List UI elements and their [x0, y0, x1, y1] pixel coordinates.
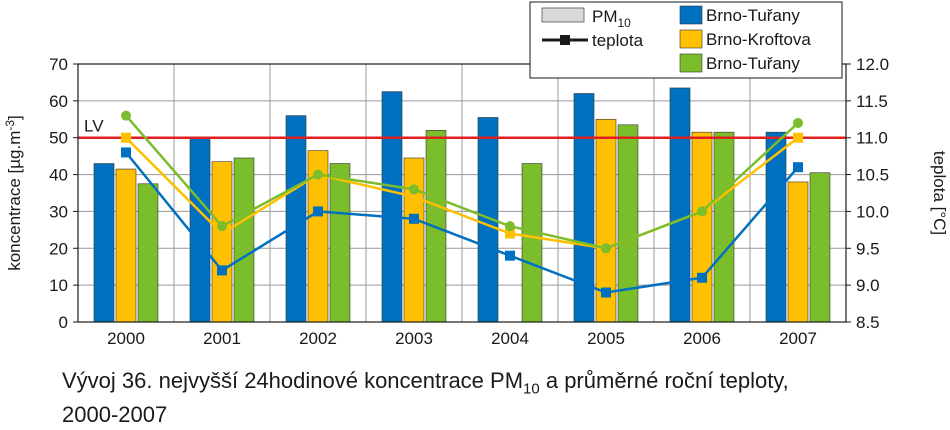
bar-2-2003 [403, 157, 425, 323]
caption-prefix: Vývoj 36. nejvyšší 24hodinové koncentrac… [62, 368, 524, 393]
legend-label-3: Brno-Tuřany [706, 54, 800, 73]
y-tick-label: 60 [49, 92, 68, 111]
temperature-point-3-2002 [313, 169, 323, 180]
temperature-line-1 [125, 151, 799, 294]
bar-1-2006 [669, 87, 691, 323]
temperature-point-1-2006 [697, 272, 707, 283]
bar-3-2001 [233, 157, 255, 323]
bar-1-2002 [285, 115, 307, 323]
y2-tick-label: 9.5 [856, 239, 880, 258]
y2-tick-label: 9.0 [856, 276, 880, 295]
legend-temp-label: teplota [592, 31, 644, 50]
bar-3-2006 [713, 131, 735, 323]
y2-tick-label: 10.0 [856, 202, 889, 221]
x-tick-label: 2000 [107, 329, 145, 348]
y-tick-label: 50 [49, 129, 68, 148]
bar-2-2007 [787, 181, 809, 323]
y2-tick-label: 11.5 [856, 92, 888, 111]
bar-2-2006 [691, 131, 713, 323]
temperature-point-1-2004 [505, 250, 515, 261]
temperature-point-2-2000 [121, 132, 131, 143]
y2-tick-label: 11.0 [856, 129, 888, 148]
legend-pm-swatch [541, 7, 585, 23]
legend-label-1: Brno-Tuřany [706, 6, 800, 25]
bar-3-2007 [809, 172, 831, 323]
legend-pm-label: PM10 [592, 7, 631, 30]
temperature-point-1-2001 [217, 265, 227, 276]
temperature-point-3-2003 [409, 184, 419, 195]
x-tick-label: 2004 [491, 329, 529, 348]
y-axis-label: koncentrace [µg.m-3] [3, 115, 24, 271]
caption-subscript: 10 [523, 380, 540, 398]
x-tick-label: 2007 [779, 329, 817, 348]
temperature-point-1-2000 [121, 147, 131, 158]
temperature-point-3-2000 [121, 110, 131, 121]
temperature-point-2-2001 [217, 228, 227, 239]
temperature-point-1-2002 [313, 206, 323, 217]
chart-caption: Vývoj 36. nejvyšší 24hodinové koncentrac… [62, 368, 922, 428]
x-tick-label: 2001 [203, 329, 241, 348]
plot-frame [77, 63, 847, 323]
temperature-point-2-2003 [409, 191, 419, 202]
legend-label-2: Brno-Kroftova [706, 30, 811, 49]
temperature-line-3 [125, 114, 799, 250]
temperature-point-3-2006 [697, 206, 707, 217]
caption-line2: 2000-2007 [62, 402, 168, 428]
y-tick-label: 30 [49, 202, 68, 221]
temperature-point-2-2007 [793, 132, 803, 143]
bar-1-2001 [189, 137, 211, 323]
limit-line-label: LV [84, 117, 104, 136]
caption-suffix: a průměrné roční teploty, [539, 368, 789, 393]
temperature-point-3-2007 [793, 117, 803, 128]
bar-2-2001 [211, 161, 233, 323]
chart: LV 0 10 20 30 40 50 60 70 8.5 9.0 9.5 10.0 10.5 11.0 11… [3, 1, 949, 348]
y-tick-label: 0 [59, 313, 68, 332]
bar-3-2000 [137, 183, 159, 323]
x-tick-label: 2002 [299, 329, 337, 348]
y-tick-label: 70 [49, 55, 68, 74]
y2-tick-label: 8.5 [856, 313, 880, 332]
legend-swatch-1 [679, 5, 703, 25]
y-tick-label: 20 [49, 239, 68, 258]
bar-3-2005 [617, 124, 639, 323]
legend-swatch-3 [679, 53, 703, 73]
y-tick-label: 10 [49, 276, 68, 295]
temperature-point-2-2004 [505, 228, 515, 239]
temperature-point-1-2003 [409, 213, 419, 224]
x-tick-label: 2006 [683, 329, 721, 348]
legend-swatch-2 [679, 29, 703, 49]
temperature-point-3-2004 [505, 221, 515, 232]
x-tick-label: 2003 [395, 329, 433, 348]
temperature-point-3-2005 [601, 243, 611, 254]
bar-2-2000 [115, 168, 137, 323]
y2-tick-label: 10.5 [856, 166, 889, 185]
legend-temp-marker [560, 35, 570, 45]
bar-1-2000 [93, 163, 115, 323]
y-tick-label: 40 [49, 166, 68, 185]
bar-1-2003 [381, 91, 403, 323]
temperature-point-1-2005 [601, 287, 611, 298]
bar-3-2004 [521, 163, 543, 323]
temperature-point-3-2001 [217, 221, 227, 232]
y2-tick-label: 12.0 [856, 55, 889, 74]
bar-3-2002 [329, 163, 351, 323]
y2-axis-label: teplota [°C] [930, 151, 949, 235]
x-tick-label: 2005 [587, 329, 625, 348]
temperature-point-1-2007 [793, 162, 803, 173]
